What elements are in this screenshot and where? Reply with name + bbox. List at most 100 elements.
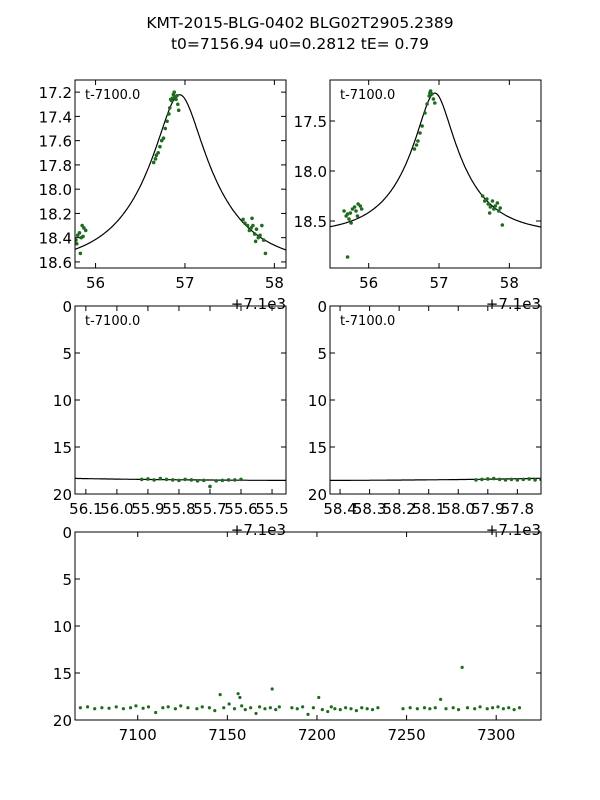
data-point [290,706,294,710]
y-tick-label: 10 [53,392,72,410]
data-point [497,209,501,213]
data-point [355,214,360,218]
data-point [473,707,477,711]
y-tick-label: 20 [308,486,327,504]
panel-zoom-peak-right: 56 57 58 17.5 18.0 18.5 t-7100.0 +7.1e3 [294,79,542,313]
data-point [295,707,299,711]
data-point [240,704,244,708]
data-point [93,707,97,711]
data-point [239,477,243,482]
x-tick-label: 7200 [298,726,336,744]
data-point [268,706,272,710]
y-tick-label: 18.6 [39,254,72,272]
x-tick-label: 58.4 [323,500,356,518]
data-point [252,232,257,236]
data-point [153,157,158,161]
data-point [243,708,247,712]
data-point [329,705,333,709]
data-point [173,707,177,711]
data-point [485,197,489,201]
data-point [354,209,358,213]
data-point [238,695,242,700]
data-point [179,704,183,708]
data-point [189,478,194,482]
data-point [277,705,281,709]
data-point [500,223,505,227]
data-point [134,704,138,708]
data-point [414,143,419,147]
data-point [358,204,363,208]
x-tick-label: 7150 [208,726,246,744]
data-point [415,707,419,711]
data-point [349,707,353,711]
data-point [515,478,520,482]
y-tick-label: 5 [62,345,72,363]
data-point [222,706,226,710]
data-point [164,477,169,482]
data-point [154,710,158,715]
y-tick-label: 5 [62,571,72,589]
data-point [75,238,78,242]
data-point [428,91,432,95]
data-point [333,707,337,711]
y-tick-label: 17.6 [39,133,72,151]
panel-full-season: 7100 7150 7200 7250 7300 0 5 10 15 20 [53,524,542,744]
data-point [401,707,405,711]
data-point [161,136,166,141]
y-tick-label: 17.5 [294,113,327,131]
data-point [345,212,350,216]
data-point [486,477,490,481]
data-point [200,705,204,709]
data-point [451,706,455,710]
data-point [320,708,324,712]
y-tick-label: 10 [53,618,72,636]
data-point [433,706,437,710]
data-point [176,108,181,113]
y-tick-label: 0 [62,298,72,316]
data-point [251,223,255,228]
data-point [207,706,212,710]
time-offset-annotation: t-7100.0 [340,88,395,103]
axes-frame [74,79,287,269]
data-point [354,709,358,713]
data-point [243,221,247,225]
x-tick-label: 56.0 [100,500,133,518]
data-point [233,478,237,482]
data-point [141,706,145,710]
data-point [254,227,259,231]
data-point [376,706,380,710]
x-tick-label: 58.0 [442,500,475,518]
data-point [195,707,199,711]
data-point [167,112,171,116]
panel-pre-peak-window: 56.156.055.955.855.755.655.5 0 5 10 15 20 t-71… [53,298,289,539]
data-point [176,102,180,107]
data-point [493,204,498,208]
time-offset-annotation: t-7100.0 [85,314,140,329]
x-tick-label: 55.8 [162,500,195,518]
data-point [152,478,156,482]
data-point [501,707,505,711]
data-point [163,126,168,131]
data-point [422,706,427,710]
chart-title-line-1: KMT-2015-BLG-0402 BLG02T2905.2389 [146,14,454,32]
x-tick-label: 7250 [387,726,425,744]
axes-frame [329,305,542,495]
data-point [512,708,516,712]
x-tick-label: 56.1 [69,500,102,518]
data-point [214,479,218,483]
data-point [326,709,330,714]
data-point [213,709,217,713]
y-tick-label: 5 [317,345,327,363]
data-point [139,477,144,482]
x-tick-label: 55.7 [193,500,226,518]
data-point [172,90,177,94]
data-point [487,211,492,215]
data-point [352,205,357,209]
y-tick-label: 18.0 [294,163,327,181]
data-point [495,201,500,205]
x-tick-label: 7100 [119,726,157,744]
data-point [253,239,258,244]
data-point [146,477,150,481]
y-tick-label: 15 [53,439,72,457]
data-point [370,708,375,712]
